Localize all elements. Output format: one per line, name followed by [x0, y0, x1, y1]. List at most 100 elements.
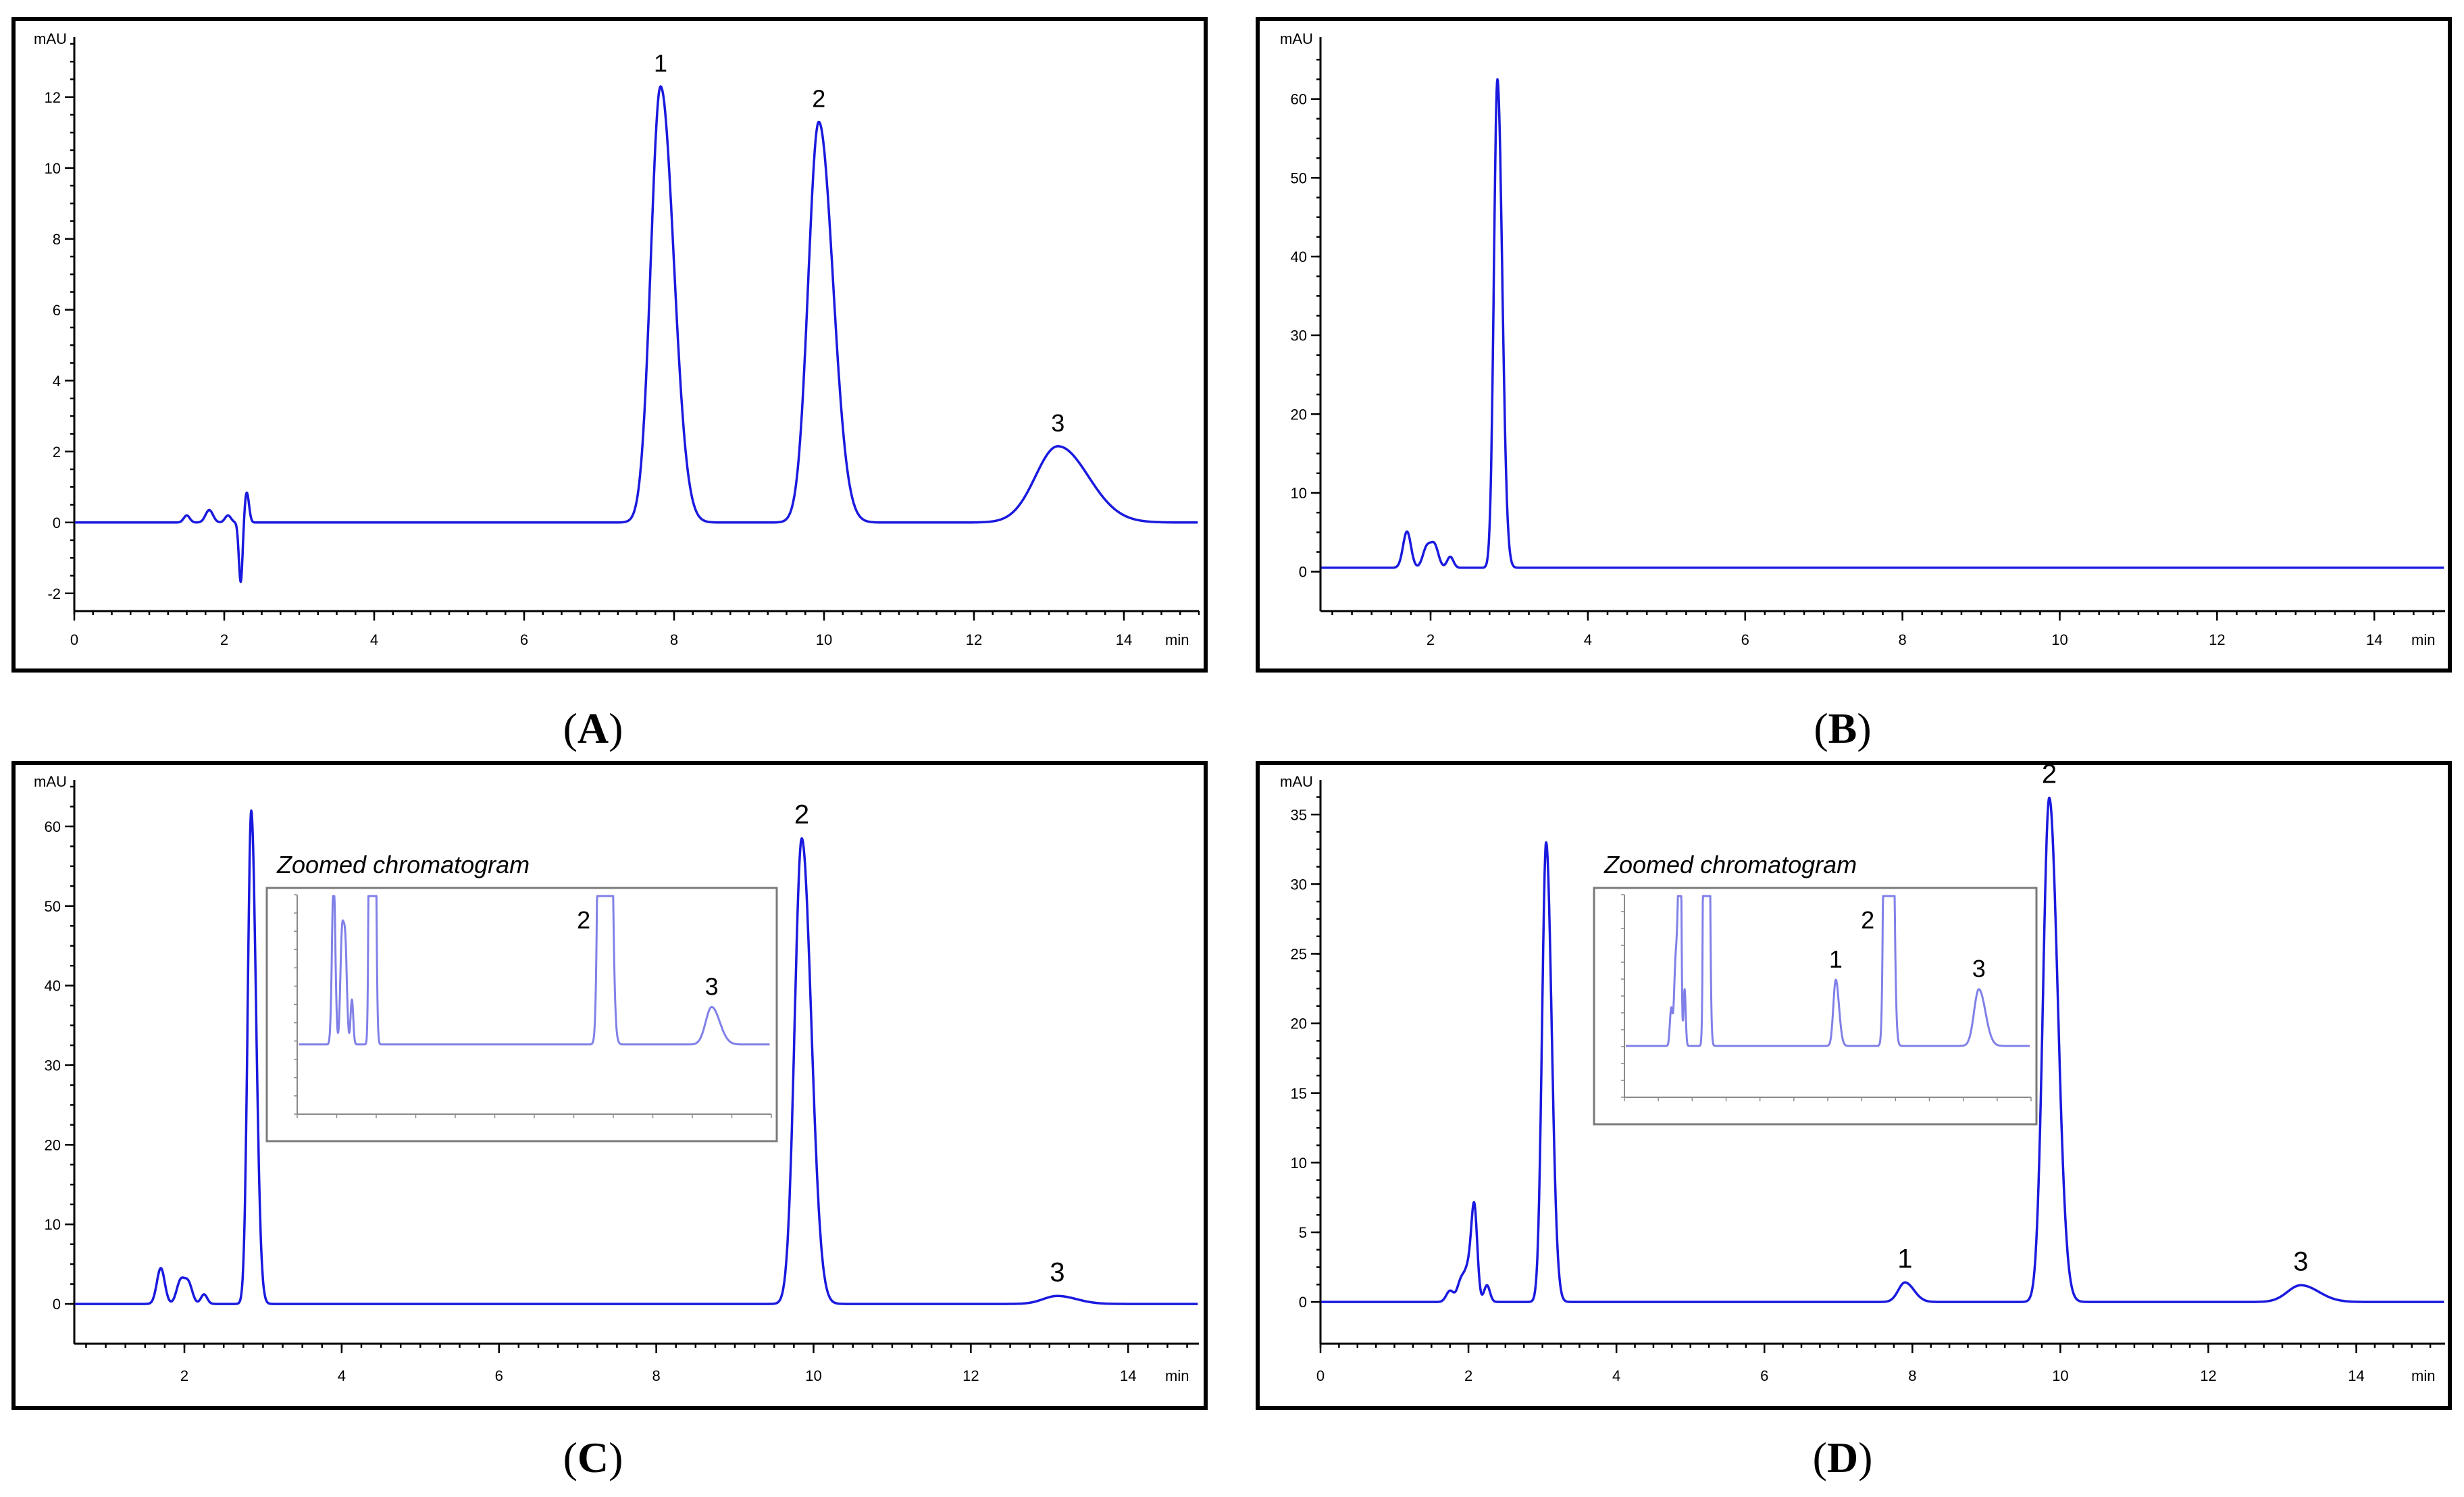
- chromatogram-trace: [74, 85, 1199, 583]
- x-tick-label: 10: [816, 631, 832, 648]
- x-tick-label: 2: [180, 1367, 188, 1384]
- x-tick-label: 0: [1316, 1367, 1325, 1384]
- x-tick-label: 2: [220, 631, 228, 648]
- x-tick-label: 12: [2200, 1367, 2216, 1384]
- peak-label-2: 2: [794, 800, 809, 830]
- caption-paren-close: ): [609, 1434, 623, 1481]
- y-tick-label: 0: [53, 515, 61, 531]
- x-tick-label: 2: [1427, 631, 1435, 648]
- caption-letter: C: [578, 1434, 609, 1481]
- inset-frame: [265, 887, 778, 1143]
- caption-paren-close: ): [1858, 1434, 1872, 1481]
- x-tick-label: 8: [1908, 1367, 1916, 1384]
- caption-letter: A: [578, 704, 609, 752]
- panel-frame: [11, 17, 1208, 673]
- y-tick-label: 4: [53, 373, 61, 390]
- inset-frame: [1593, 887, 2038, 1126]
- x-tick-label: 10: [2051, 631, 2068, 648]
- x-tick-label: 14: [2366, 631, 2382, 648]
- caption-paren-open: (: [1814, 704, 1828, 752]
- y-tick-label: 30: [1291, 876, 1307, 893]
- y-tick-label: 6: [53, 302, 61, 319]
- x-tick-label: 14: [2348, 1367, 2364, 1384]
- x-tick-label: 6: [1760, 1367, 1768, 1384]
- y-tick-label: 12: [45, 89, 61, 106]
- inset-chromatogram-trace: [1624, 895, 2031, 1047]
- panel-caption-a: (A): [563, 704, 623, 752]
- y-tick-label: 20: [1291, 1016, 1307, 1032]
- chart-panel-b: mAU min 0 10 20 30 40 50 60 2 4 6 8 10 12 14: [1256, 17, 2452, 673]
- chromatogram-trace: [1320, 78, 2445, 569]
- x-tick-label: 12: [2209, 631, 2225, 648]
- y-tick-label: 50: [1291, 169, 1307, 186]
- y-tick-label: 60: [45, 818, 61, 835]
- inset-peak-label-2: 2: [1861, 906, 1874, 934]
- inset-title: Zoomed chromatogram: [1603, 851, 1857, 878]
- y-tick-label: 10: [1291, 1155, 1307, 1172]
- x-tick-label: 4: [338, 1367, 346, 1384]
- y-tick-label: 35: [1291, 806, 1307, 823]
- chromatogram-trace: [1320, 796, 2445, 1303]
- zoomed-inset: Zoomed chromatogram 12 3: [1593, 851, 2038, 1126]
- y-tick-label: 10: [45, 1216, 61, 1233]
- peak-label-1: 1: [1897, 1244, 1912, 1273]
- x-tick-label: 4: [1584, 631, 1592, 648]
- y-tick-label: 40: [1291, 248, 1307, 265]
- x-tick-label: 8: [670, 631, 678, 648]
- y-tick-label: 8: [53, 231, 61, 248]
- caption-letter: B: [1828, 704, 1857, 752]
- y-tick-label: 15: [1291, 1085, 1307, 1102]
- caption-paren-open: (: [563, 704, 578, 752]
- y-axis-unit: mAU: [1280, 30, 1313, 47]
- y-tick-label: 20: [45, 1136, 61, 1153]
- zoomed-inset: Zoomed chromatogram 2 3: [265, 851, 778, 1143]
- x-tick-label: 10: [2052, 1367, 2068, 1384]
- y-tick-label: 60: [1291, 91, 1307, 108]
- y-tick-label: 20: [1291, 406, 1307, 423]
- inset-peak-label-3: 3: [1972, 955, 1986, 982]
- peak-label-3: 3: [1051, 409, 1064, 437]
- inset-peak-label-3: 3: [705, 972, 719, 1000]
- x-tick-label: 4: [370, 631, 378, 648]
- y-tick-label: 40: [45, 978, 61, 995]
- panel-caption-b: (B): [1814, 704, 1871, 752]
- x-tick-label: 14: [1120, 1367, 1136, 1384]
- x-tick-label: 6: [520, 631, 528, 648]
- y-tick-label: 30: [1291, 327, 1307, 344]
- x-tick-label: 14: [1116, 631, 1132, 648]
- y-tick-label: 10: [1291, 485, 1307, 502]
- x-axis-unit: min: [2411, 1367, 2435, 1384]
- x-axis-unit: min: [1165, 631, 1189, 648]
- peak-label-3: 3: [1050, 1257, 1064, 1287]
- x-tick-label: 6: [1741, 631, 1749, 648]
- x-tick-label: 4: [1612, 1367, 1620, 1384]
- peak-label-3: 3: [2293, 1246, 2308, 1276]
- x-tick-label: 8: [1898, 631, 1906, 648]
- x-axis-unit: min: [2411, 631, 2435, 648]
- y-tick-label: 0: [1299, 564, 1307, 581]
- y-tick-label: 5: [1299, 1224, 1307, 1241]
- peak-label-2: 2: [2042, 760, 2057, 789]
- x-tick-label: 8: [652, 1367, 660, 1384]
- y-axis-unit: mAU: [34, 773, 67, 790]
- panel-caption-c: (C): [563, 1434, 623, 1481]
- caption-paren-open: (: [1813, 1434, 1827, 1481]
- peak-label-1: 1: [654, 49, 667, 77]
- caption-paren-close: ): [609, 704, 623, 752]
- y-tick-label: 50: [45, 898, 61, 915]
- inset-title: Zoomed chromatogram: [276, 851, 530, 878]
- y-tick-label: -2: [47, 585, 61, 602]
- y-tick-label: 2: [53, 444, 61, 461]
- panel-caption-d: (D): [1813, 1434, 1873, 1481]
- x-tick-label: 12: [962, 1367, 979, 1384]
- caption-letter: D: [1827, 1434, 1858, 1481]
- panel-frame: [1256, 17, 2452, 673]
- y-tick-label: 30: [45, 1057, 61, 1074]
- y-axis-unit: mAU: [34, 30, 67, 47]
- chromatogram-trace: [74, 809, 1199, 1305]
- x-axis-unit: min: [1165, 1367, 1189, 1384]
